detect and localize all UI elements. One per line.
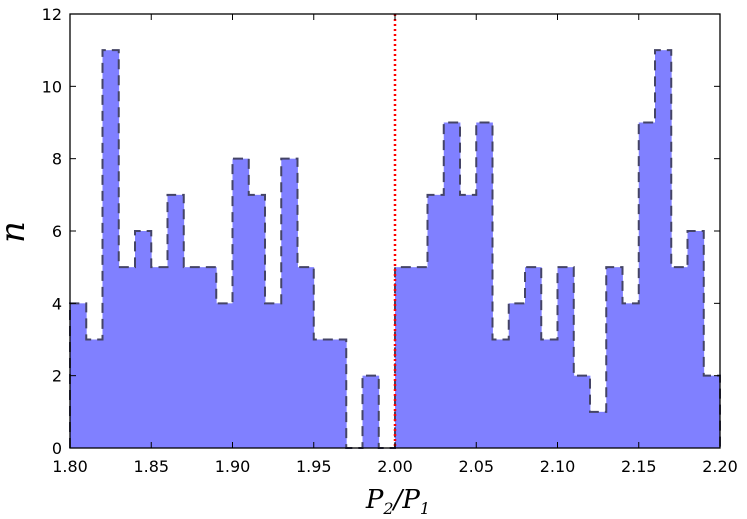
histogram-bar [606,267,623,448]
histogram-bar [395,267,412,448]
histogram-bar [573,375,591,448]
histogram-bar [508,303,526,448]
histogram-bar [248,194,266,448]
x-tick-label: 2.15 [621,457,657,476]
histogram-bar [102,50,120,449]
histogram-bar [167,194,185,448]
histogram-bar [265,303,282,448]
histogram-bar [443,122,461,448]
x-axis-label: P2/P1 [365,485,430,518]
x-tick-label: 1.85 [133,457,169,476]
histogram-bar [638,122,656,448]
histogram-bar [622,303,640,448]
y-axis-ticks: 0 2 4 6 8 10 12 [42,5,720,458]
histogram-bar [86,339,103,448]
histogram-bar [590,411,607,448]
histogram-bar [118,267,136,448]
histogram-bar [362,375,380,448]
x-tick-label: 2.00 [377,457,413,476]
histogram-bar [330,339,347,448]
histogram-bar [541,339,558,448]
histogram-bar [525,267,542,448]
x-tick-label: 1.90 [215,457,251,476]
x-tick-label: 1.80 [52,457,88,476]
x-tick-label: 2.20 [702,457,738,476]
histogram-bar [655,50,672,449]
histogram-bar [671,267,688,448]
histogram-bar [476,122,493,448]
histogram-bar [557,267,575,448]
histogram-bar [183,267,201,448]
histogram-bar [703,375,721,448]
y-tick-label: 8 [52,150,62,169]
histogram-bar [216,303,233,448]
x-axis-ticks: 1.80 1.85 1.90 1.95 2.00 2.05 2.10 2.15 2.20 [52,14,738,476]
histogram-bar [411,267,428,448]
histogram-outline [69,49,721,449]
histogram-bar [313,339,331,448]
x-tick-label: 2.10 [540,457,576,476]
x-tick-label: 1.95 [296,457,332,476]
histogram-bar [135,231,152,448]
histogram-bar [460,194,477,448]
y-tick-label: 4 [52,294,62,313]
histogram-bar [232,158,250,448]
x-tick-label: 2.05 [458,457,494,476]
y-tick-label: 12 [42,5,62,24]
histogram-bar [427,194,445,448]
y-tick-label: 0 [52,439,62,458]
histogram-bar [297,267,315,448]
y-tick-label: 10 [42,77,62,96]
y-tick-label: 6 [52,222,62,241]
y-axis-label: n [0,221,33,243]
y-tick-label: 2 [52,367,62,386]
histogram-bar [281,158,298,448]
histogram-bar [151,267,168,448]
histogram-bars [70,50,721,449]
histogram-bar [492,339,510,448]
histogram-bar [687,231,705,448]
histogram-bar [70,303,87,448]
histogram-bar [200,267,217,448]
